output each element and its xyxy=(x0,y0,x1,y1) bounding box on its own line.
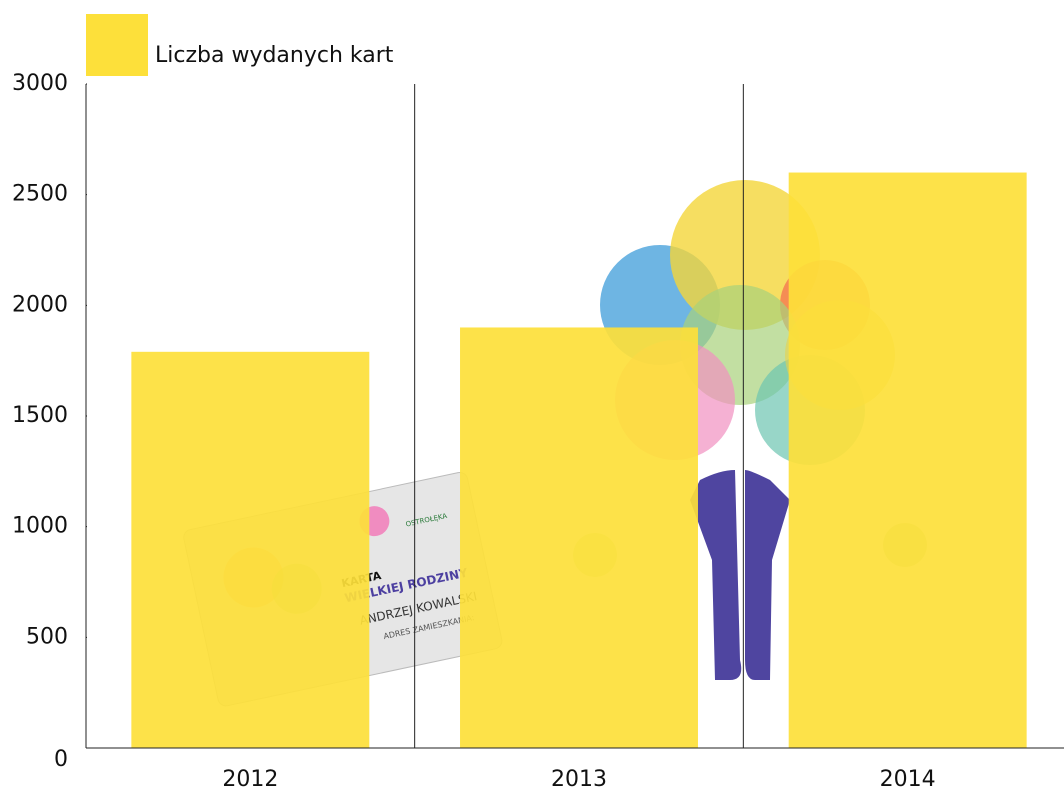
page: KARTA WIELKIEJ RODZINY ANDRZEJ KOWALSKI … xyxy=(0,0,1064,796)
y-tick-label: 500 xyxy=(26,624,68,649)
y-tick-label: 3000 xyxy=(12,71,68,96)
y-tick-label: 2500 xyxy=(12,182,68,207)
bar xyxy=(789,173,1027,748)
y-tick-label: 1500 xyxy=(12,403,68,428)
chart: KARTA WIELKIEJ RODZINY ANDRZEJ KOWALSKI … xyxy=(0,0,1064,796)
bar xyxy=(131,352,369,748)
legend-label: Liczba wydanych kart xyxy=(155,43,394,68)
legend-swatch xyxy=(86,14,148,76)
x-tick-label: 2012 xyxy=(222,767,278,792)
y-tick-label: 0 xyxy=(54,747,68,772)
bar xyxy=(460,327,698,748)
x-tick-label: 2013 xyxy=(551,767,607,792)
figure xyxy=(745,470,790,680)
y-tick-label: 1000 xyxy=(12,514,68,539)
y-tick-label: 2000 xyxy=(12,292,68,317)
x-tick-label: 2014 xyxy=(880,767,936,792)
